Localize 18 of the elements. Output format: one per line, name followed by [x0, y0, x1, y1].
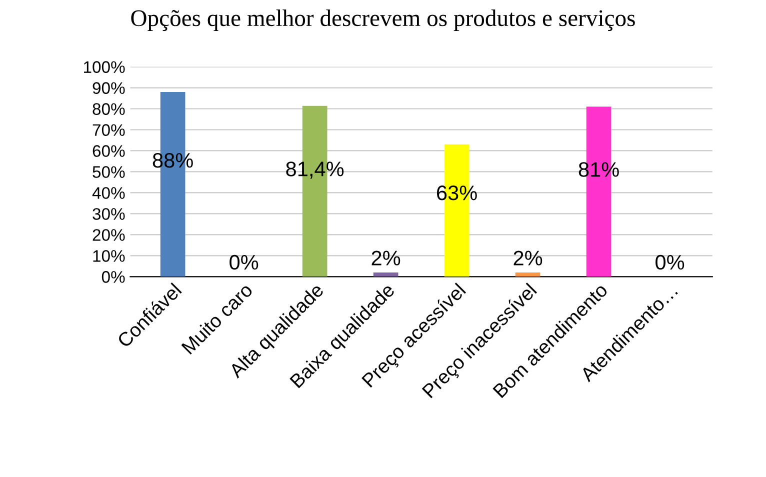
y-tick-label: 10% [93, 250, 125, 262]
y-tick-label: 40% [92, 187, 125, 199]
y-tick-label: 90% [92, 82, 125, 94]
y-tick-label: 100% [84, 61, 125, 73]
y-tick-label: 80% [92, 103, 125, 115]
y-tick-label: 30% [92, 208, 125, 220]
data-label: 0% [656, 254, 684, 270]
y-tick-label: 70% [92, 124, 125, 136]
y-tick-label: 50% [92, 166, 125, 178]
y-tick-label: 0% [102, 271, 125, 283]
bar [515, 272, 540, 277]
y-tick-label: 20% [92, 229, 125, 241]
data-label: 2% [372, 250, 400, 266]
bar [373, 272, 398, 277]
data-label: 0% [230, 254, 258, 270]
chart-title: Opções que melhor descrevem os produtos e serviços [131, 10, 635, 31]
data-label: 2% [514, 250, 542, 266]
y-tick-label: 60% [92, 145, 125, 157]
